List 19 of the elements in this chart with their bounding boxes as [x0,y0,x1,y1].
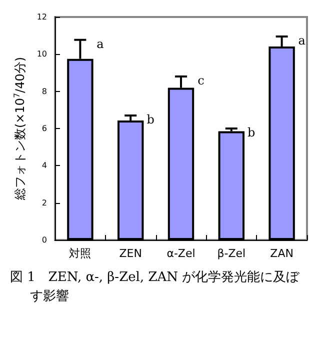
annotation: b [248,126,256,140]
y-tick-label: 10 [36,50,47,59]
y-tick-label: 8 [42,86,47,96]
annotation: a [298,34,306,48]
text: 図 1 ZEN, α-, β-Zel, ZAN が化学発光能に及ぼす影響 [9,269,300,306]
y-tick-label: 12 [36,12,47,22]
x-tick-label: ZAN [270,247,294,260]
y-tick-label: 4 [42,161,47,170]
annotation: c [198,73,205,88]
x-tick-label: α-Zel [166,247,196,260]
y-tick-label: 0 [42,236,47,244]
x-tick-label: 対照 [69,247,92,260]
x-tick-label: β-Zel [217,247,246,260]
annotation: b [146,112,155,126]
y-tick-label: 6 [42,124,47,133]
y-axis-title: 総フォトン数(×107/40分) [12,56,27,202]
annotation: a [96,36,104,51]
y-tick-label: 2 [42,198,47,208]
x-tick-label: ZEN [119,247,142,260]
